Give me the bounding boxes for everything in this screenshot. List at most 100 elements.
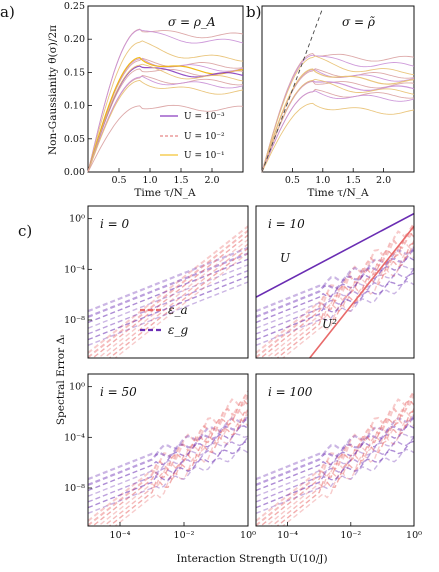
curve-a-8 [87,63,244,173]
subplot-frame-2 [87,373,249,527]
eps-g-curve-0-4 [88,269,248,335]
eps-g-curve-0-1 [88,252,248,318]
ytick-label-a-4: 0.20 [64,34,85,45]
eps-g-curve-2-6 [88,448,248,514]
eps-g-curve-1-3 [256,265,414,329]
panel-c-xlabel: Interaction Strength U(10/J) [176,553,327,565]
eps-a-curve-3-2 [259,399,414,526]
subplot-frame-3 [255,373,415,527]
eps-a-curve-1-3 [265,240,414,358]
eps-g-curve-3-4 [256,436,414,503]
panel-a-curves [87,28,244,173]
ytick-label-a-3: 0.15 [64,67,85,78]
ytick-label-a-5: 0.25 [64,1,85,12]
eps-a-curve-0-0 [88,225,248,354]
eps-g-curve-3-0 [256,415,414,481]
panel-c-ylabel: Spectral Error Δᵢ [55,335,67,425]
eps-g-curve-3-6 [256,448,414,514]
legend-eps-a-label: ε_a [168,303,188,317]
c-xtick-label-3-1: 10⁻² [340,530,361,541]
legend-label-u2: U = 10⁻² [184,132,225,142]
eps-a-curve-0-6 [114,252,248,358]
subplot-frame-0 [87,205,249,359]
c-xtick-label-3-0: 10⁻⁴ [277,530,298,541]
panel-c: i = 0 10⁰ 10⁻⁴ 10⁻⁸ ε_a ε_g U U² i = 10 i = 50 10⁰… [64,205,422,541]
curve-a-2 [87,40,244,173]
legend-eps-g-label: ε_g [168,323,188,337]
xtick-label-a-2: 1.5 [173,175,188,186]
eps-a-curve-3-3 [265,408,414,526]
eps-g-curve-2-5 [88,440,248,509]
eps-a-curve-2-4 [102,407,248,526]
panel-b-linear-guide [261,9,323,173]
eps-g-curve-1-6 [256,280,414,346]
eps-a-curve-1-2 [259,231,414,358]
panel-a-label: a) [0,3,15,21]
subplot-curves-0 [88,225,248,358]
xtick-label-b-2: 1.5 [346,175,361,186]
eps-g-curve-2-4 [88,436,248,503]
c-ytick-label-0-2: 10⁻⁸ [64,315,85,326]
eps-a-curve-2-0 [88,393,248,522]
panel-a-ylabel: Non-Gaussianity θ(σ)/2π [47,25,59,155]
curve-a-10 [87,75,244,173]
panel-c-legend: ε_a ε_g [140,303,188,337]
eps-g-curve-0-3 [88,264,248,329]
eps-g-curve-1-0 [256,247,414,313]
eps-a-curve-1-6 [281,250,414,358]
legend-label-u1: U = 10⁻¹ [184,151,225,161]
eps-a-curve-3-1 [256,390,414,526]
eps-a-curve-3-4 [270,407,414,526]
subplot-frame-1 [255,205,415,359]
c-xtick-label-2-2: 10⁰ [240,530,256,541]
subplot-label-0: i = 0 [100,217,130,231]
panel-b-ticks: 0.5 1.0 1.5 2.0 [285,168,391,186]
eps-g-curve-0-6 [88,281,248,346]
eps-a-curve-0-5 [108,247,248,358]
eps-g-curve-1-4 [256,268,414,335]
curve-a-1 [87,29,244,173]
panel-b-annotation: σ = ρ̃ [342,15,375,29]
panel-c-label: c) [18,222,32,240]
xtick-label-b-0: 0.5 [285,175,300,186]
subplot-curves-2 [88,390,248,526]
panel-c-subplot-3: i = 100 10⁻⁴ 10⁻² 10⁰ [255,373,422,541]
c-ytick-label-0-1: 10⁻⁴ [64,264,85,275]
subplot-label-2: i = 50 [100,385,137,399]
c-xtick-label-2-1: 10⁻² [174,530,195,541]
panel-b-frame [261,5,415,173]
c-ytick-label-0-0: 10⁰ [69,214,85,225]
eps-a-curve-2-1 [88,390,248,526]
xtick-label-a-3: 2.0 [204,175,219,186]
eps-a-curve-0-1 [88,229,248,358]
panel-a-annotation: σ = ρ_A [168,15,216,29]
panel-b: 0.5 1.0 1.5 2.0 σ = ρ̃ Time τ/N_A [261,5,415,199]
curve-b-5 [261,68,415,173]
xtick-label-a-1: 1.0 [142,175,157,186]
eps-a-curve-2-6 [114,418,248,526]
panel-b-xlabel: Time τ/N_A [307,187,369,199]
eps-g-curve-3-5 [256,440,414,509]
panel-a-legend: U = 10⁻³ U = 10⁻² U = 10⁻¹ [160,112,225,161]
guide-U [256,212,414,298]
ytick-label-a-2: 0.10 [64,101,85,112]
eps-a-curve-3-5 [276,409,414,526]
panel-a: 0.5 1.0 1.5 2.0 0.00 0.05 0.10 0.15 0.20 0.25 σ =… [47,1,244,199]
eps-g-curve-2-3 [88,433,248,497]
eps-g-curve-2-1 [88,416,248,486]
ytick-label-a-1: 0.05 [64,134,85,145]
eps-g-curve-1-2 [256,257,414,324]
panel-a-frame [87,5,244,173]
curve-a-12 [87,104,244,173]
eps-a-curve-3-0 [256,393,414,522]
eps-g-curve-1-5 [256,272,414,341]
eps-g-curve-3-2 [256,425,414,492]
panel-b-label: b) [246,3,261,21]
c-ytick-label-2-2: 10⁻⁸ [64,483,85,494]
eps-a-curve-1-0 [256,225,414,354]
eps-a-curve-3-6 [281,418,414,526]
subplot-curves-3 [256,390,414,526]
xtick-label-b-1: 1.0 [315,175,330,186]
eps-g-curve-0-2 [88,258,248,324]
